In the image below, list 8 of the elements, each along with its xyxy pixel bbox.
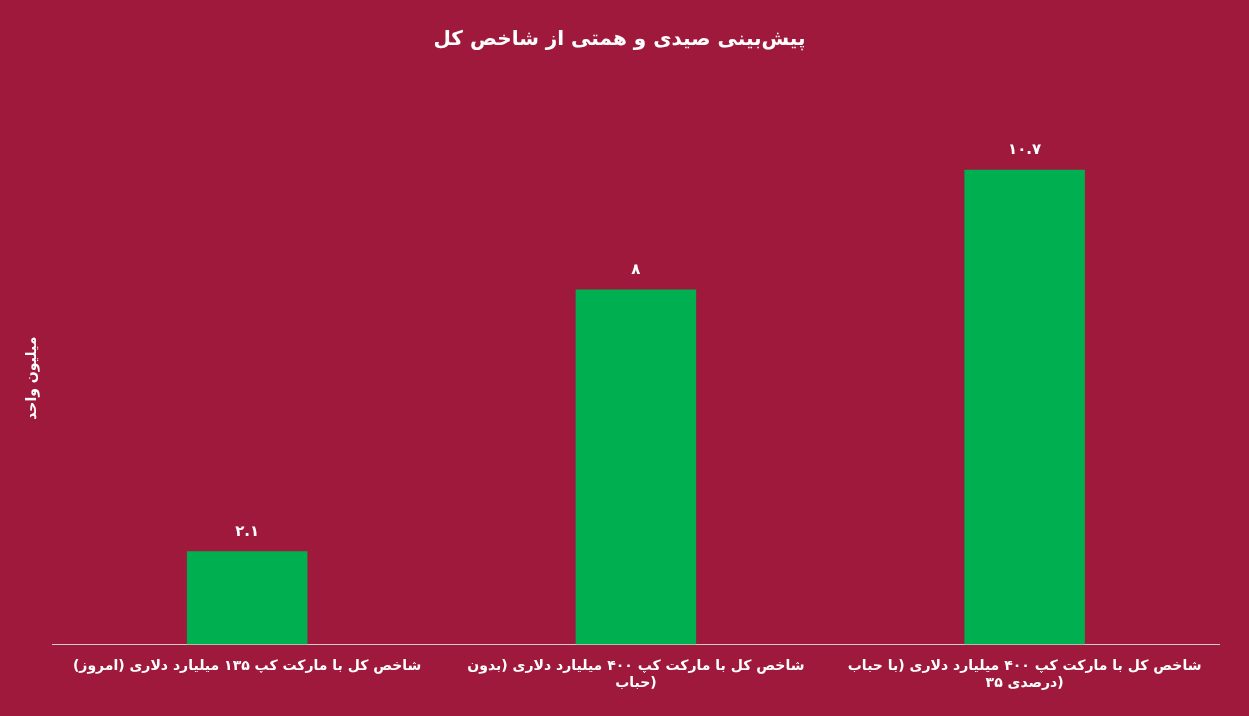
data-label: ۲.۱ <box>235 521 260 540</box>
x-tick-label: شاخص کل با مارکت کپ ۴۰۰ میلیارد دلاری (بدون حباب) <box>467 657 805 691</box>
chart-title: پیش‌بینی صیدی و همتی از شاخص کل <box>433 26 806 52</box>
data-label: ۱۰.۷ <box>1008 140 1042 159</box>
x-tick-label: شاخص کل با مارکت کپ ۴۰۰ میلیارد دلاری (با حباب ۳۵ درصدی) <box>847 657 1202 691</box>
data-label: ۸ <box>631 259 641 278</box>
x-tick-label: شاخص کل با مارکت کپ ۱۳۵ میلیارد دلاری (امروز) <box>72 657 422 675</box>
y-axis-title: میلیون واحد <box>23 336 41 420</box>
